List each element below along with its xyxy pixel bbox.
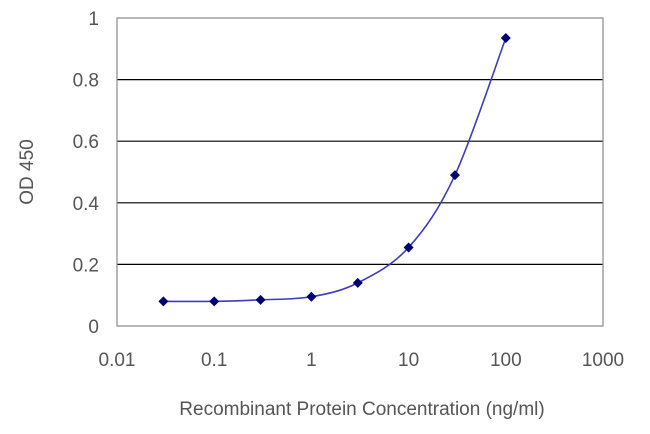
- y-axis-label: OD 450: [17, 139, 38, 204]
- data-point: [255, 294, 266, 305]
- x-tick-label: 1: [306, 350, 317, 371]
- y-tick-label: 0.2: [73, 255, 99, 276]
- y-axis-ticks: 0 0.2 0.4 0.6 0.8 1: [73, 9, 100, 338]
- plot-frame: [116, 17, 604, 327]
- x-tick-label: 0.1: [201, 350, 227, 371]
- x-tick-label: 100: [490, 350, 522, 371]
- y-tick-label: 0.4: [73, 194, 100, 215]
- data-point: [306, 291, 317, 302]
- y-tick-label: 0.8: [73, 71, 99, 92]
- data-point: [500, 33, 511, 44]
- y-tick-label: 1: [88, 9, 99, 30]
- data-point: [158, 296, 169, 307]
- x-axis-label: Recombinant Protein Concentration (ng/ml…: [179, 399, 544, 420]
- data-point: [403, 242, 414, 253]
- data-point: [449, 170, 460, 181]
- x-tick-label: 1000: [582, 350, 624, 371]
- data-point: [209, 296, 220, 307]
- data-point: [352, 277, 363, 288]
- y-tick-label: 0.6: [73, 132, 99, 153]
- x-tick-label: 10: [398, 350, 419, 371]
- y-tick-label: 0: [88, 317, 99, 338]
- x-axis-ticks: 0.01 0.1 1 10 100 1000: [99, 350, 625, 371]
- x-tick-label: 0.01: [99, 350, 136, 371]
- grid-lines: [117, 78, 603, 265]
- data-markers: [158, 33, 511, 307]
